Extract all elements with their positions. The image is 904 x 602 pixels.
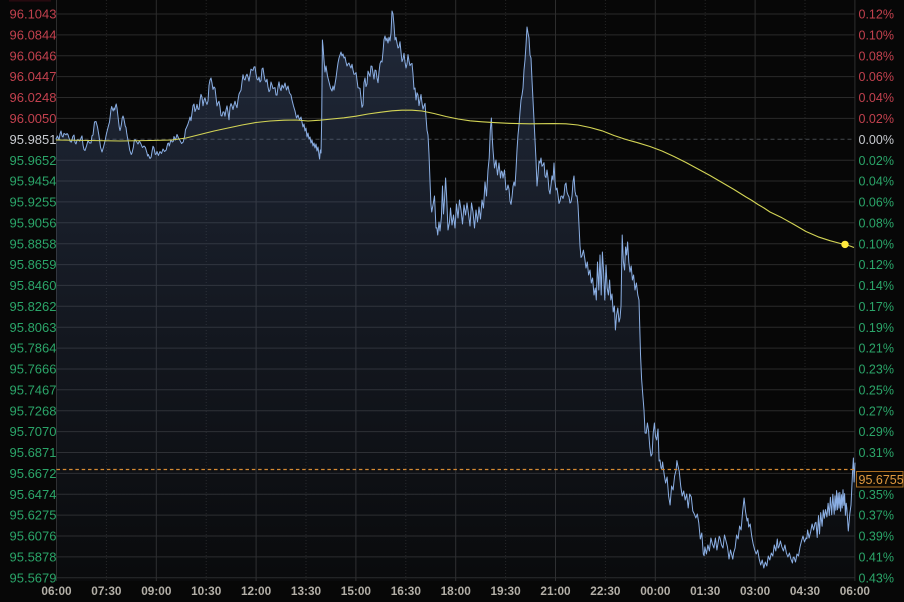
svg-text:0.14%: 0.14% (859, 279, 894, 293)
svg-text:16:30: 16:30 (391, 584, 422, 598)
svg-text:0.39%: 0.39% (859, 530, 894, 544)
svg-text:95.9851: 95.9851 (10, 132, 57, 147)
svg-text:95.7467: 95.7467 (10, 382, 57, 397)
svg-text:0.35%: 0.35% (859, 488, 894, 502)
svg-text:19:30: 19:30 (491, 584, 522, 598)
svg-text:01:30: 01:30 (690, 584, 721, 598)
svg-text:95.6755: 95.6755 (859, 473, 904, 487)
svg-text:0.08%: 0.08% (859, 49, 894, 63)
svg-text:0.06%: 0.06% (859, 70, 894, 84)
svg-text:96.0447: 96.0447 (10, 69, 57, 84)
svg-text:95.8063: 95.8063 (10, 320, 57, 335)
svg-text:18:00: 18:00 (441, 584, 472, 598)
svg-text:22:30: 22:30 (590, 584, 621, 598)
svg-text:95.6076: 95.6076 (10, 529, 57, 544)
svg-text:95.9255: 95.9255 (10, 195, 57, 210)
svg-text:95.7268: 95.7268 (10, 403, 57, 418)
svg-text:96.0050: 96.0050 (10, 111, 57, 126)
svg-text:95.7864: 95.7864 (10, 341, 57, 356)
svg-text:95.9652: 95.9652 (10, 153, 57, 168)
svg-text:0.10%: 0.10% (859, 237, 894, 251)
svg-text:0.41%: 0.41% (859, 551, 894, 565)
svg-text:0.02%: 0.02% (859, 154, 894, 168)
svg-text:95.8659: 95.8659 (10, 257, 57, 272)
svg-text:0.10%: 0.10% (859, 29, 894, 43)
svg-text:0.04%: 0.04% (859, 175, 894, 189)
svg-text:95.9454: 95.9454 (10, 174, 57, 189)
svg-text:07:30: 07:30 (91, 584, 122, 598)
svg-text:0.43%: 0.43% (859, 571, 894, 585)
svg-text:96.1043: 96.1043 (10, 7, 57, 22)
svg-text:06:00: 06:00 (840, 584, 871, 598)
svg-text:09:00: 09:00 (141, 584, 172, 598)
svg-text:95.8858: 95.8858 (10, 236, 57, 251)
svg-text:96.0646: 96.0646 (10, 48, 57, 63)
svg-text:12:00: 12:00 (241, 584, 272, 598)
svg-text:0.21%: 0.21% (859, 342, 894, 356)
svg-text:0.06%: 0.06% (859, 196, 894, 210)
svg-text:0.17%: 0.17% (859, 300, 894, 314)
svg-text:96.0844: 96.0844 (10, 28, 57, 43)
svg-text:95.8460: 95.8460 (10, 278, 57, 293)
svg-text:95.5679: 95.5679 (10, 570, 57, 585)
svg-text:0.00%: 0.00% (859, 133, 894, 147)
svg-text:06:00: 06:00 (41, 584, 72, 598)
svg-text:13:30: 13:30 (291, 584, 322, 598)
svg-text:15:00: 15:00 (341, 584, 372, 598)
svg-text:0.19%: 0.19% (859, 321, 894, 335)
svg-text:0.12%: 0.12% (859, 8, 894, 22)
svg-text:21:00: 21:00 (540, 584, 571, 598)
svg-text:95.6871: 95.6871 (10, 445, 57, 460)
svg-text:03:00: 03:00 (740, 584, 771, 598)
svg-text:04:30: 04:30 (790, 584, 821, 598)
svg-text:95.6275: 95.6275 (10, 508, 57, 523)
svg-text:00:00: 00:00 (640, 584, 671, 598)
svg-text:95.6672: 95.6672 (10, 466, 57, 481)
svg-text:0.27%: 0.27% (859, 404, 894, 418)
svg-text:95.5878: 95.5878 (10, 550, 57, 565)
svg-text:0.23%: 0.23% (859, 363, 894, 377)
svg-text:95.6474: 95.6474 (10, 487, 57, 502)
svg-text:0.02%: 0.02% (859, 112, 894, 126)
svg-text:95.7070: 95.7070 (10, 424, 57, 439)
svg-text:95.8262: 95.8262 (10, 299, 57, 314)
svg-text:10:30: 10:30 (191, 584, 222, 598)
svg-text:95.7666: 95.7666 (10, 362, 57, 377)
svg-text:0.31%: 0.31% (859, 446, 894, 460)
svg-text:0.12%: 0.12% (859, 258, 894, 272)
svg-text:95.9056: 95.9056 (10, 215, 57, 230)
svg-text:0.25%: 0.25% (859, 383, 894, 397)
svg-text:0.08%: 0.08% (859, 216, 894, 230)
svg-text:96.0248: 96.0248 (10, 90, 57, 105)
svg-text:0.29%: 0.29% (859, 425, 894, 439)
svg-text:0.04%: 0.04% (859, 91, 894, 105)
svg-text:0.37%: 0.37% (859, 509, 894, 523)
